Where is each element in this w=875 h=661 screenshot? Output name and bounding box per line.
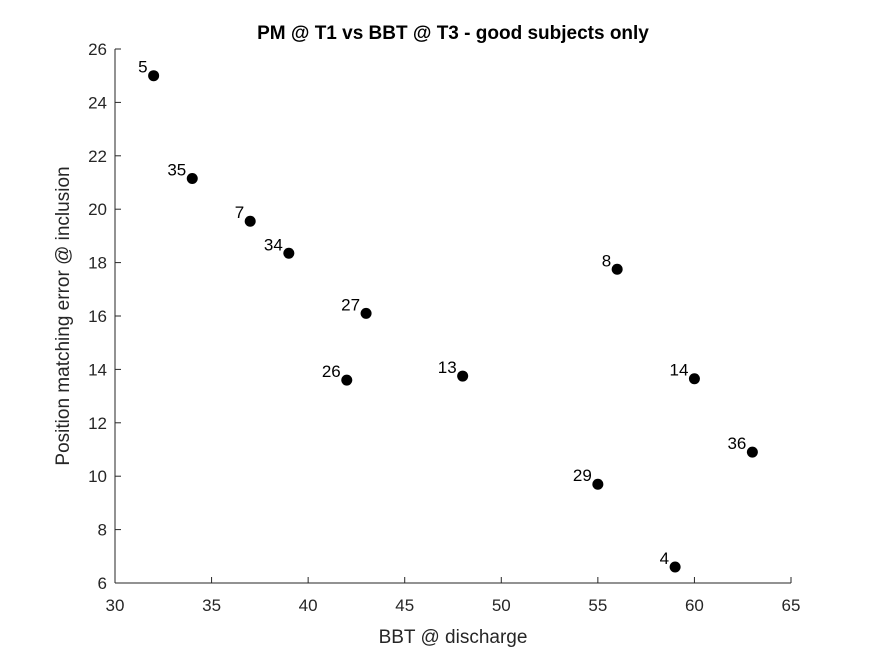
x-tick-labels: 30 35 40 45 50 55 60 65 [106,596,801,615]
data-point [341,374,353,386]
x-tick-label: 40 [299,596,318,615]
tick-marks [114,48,792,584]
y-axis-label: Position matching error @ inclusion [53,166,74,465]
axes [114,49,791,584]
data-point [283,247,295,259]
point-label: 4 [660,549,669,568]
data-point [186,172,198,184]
y-tick-label: 16 [88,307,107,326]
point-label: 13 [438,358,457,377]
data-point [148,70,160,82]
point-label: 35 [167,160,186,179]
point-label: 26 [322,362,341,381]
data-point [669,561,681,573]
data-point [457,370,469,382]
point-label: 27 [341,295,360,314]
x-tick-label: 45 [395,596,414,615]
data-point [746,446,758,458]
data-point [360,307,372,319]
y-tick-label: 22 [88,147,107,166]
data-point [688,373,700,385]
y-tick-label: 26 [88,40,107,59]
point-label: 7 [235,203,244,222]
x-tick-label: 35 [202,596,221,615]
y-tick-labels: 6 8 10 12 14 16 18 20 22 24 26 [88,40,107,593]
x-axis-label: BBT @ discharge [379,627,528,648]
chart-title: PM @ T1 vs BBT @ T3 - good subjects only [257,23,649,44]
y-tick-label: 6 [98,574,107,593]
y-tick-label: 10 [88,467,107,486]
y-tick-label: 24 [88,93,107,112]
point-label: 14 [670,361,689,380]
point-label: 5 [138,58,147,77]
point-labels: 5 35 7 34 27 26 13 8 14 36 29 4 [138,58,746,568]
y-tick-label: 8 [98,521,107,540]
data-point [244,215,256,227]
x-tick-label: 65 [782,596,801,615]
y-tick-label: 20 [88,200,107,219]
y-tick-label: 14 [88,360,107,379]
data-point [592,478,604,490]
y-tick-label: 12 [88,414,107,433]
y-tick-label: 18 [88,254,107,273]
point-label: 34 [264,235,283,254]
x-tick-label: 30 [106,596,125,615]
x-tick-label: 55 [588,596,607,615]
point-label: 29 [573,466,592,485]
data-points [148,70,758,573]
x-tick-label: 60 [685,596,704,615]
point-label: 8 [602,251,611,270]
x-tick-label: 50 [492,596,511,615]
data-point [611,263,623,275]
point-label: 36 [727,434,746,453]
